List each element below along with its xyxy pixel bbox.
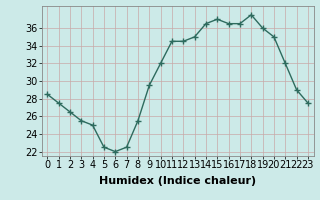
X-axis label: Humidex (Indice chaleur): Humidex (Indice chaleur) [99,176,256,186]
